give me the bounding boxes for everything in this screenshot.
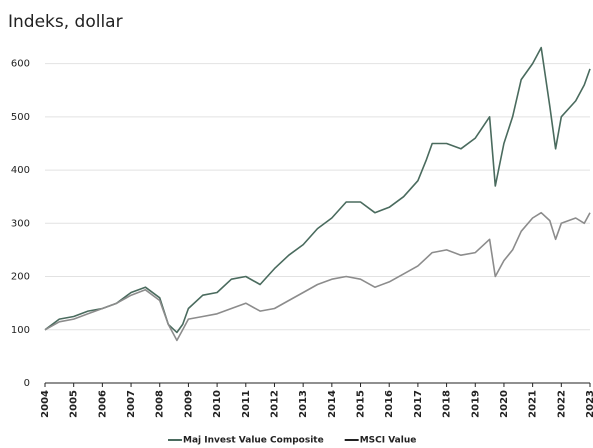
x-tick-label: 2007 <box>126 390 137 418</box>
x-tick-label: 2022 <box>556 390 567 418</box>
x-tick-label: 2008 <box>155 390 166 418</box>
x-tick-label: 2016 <box>384 390 395 418</box>
y-tick-label: 300 <box>11 218 30 229</box>
y-tick-label: 200 <box>11 272 30 283</box>
x-tick-label: 2009 <box>183 390 194 418</box>
x-tick-label: 2013 <box>298 390 309 418</box>
legend-label: MSCI Value <box>360 436 417 446</box>
legend-label: Maj Invest Value Composite <box>183 436 324 446</box>
x-tick-label: 2014 <box>327 390 338 418</box>
x-tick-label: 2021 <box>528 390 539 418</box>
x-tick-label: 2004 <box>40 390 51 418</box>
x-tick-label: 2018 <box>442 390 453 418</box>
y-tick-label: 500 <box>11 112 30 123</box>
x-tick-label: 2006 <box>97 390 108 418</box>
x-tick-label: 2019 <box>470 390 481 418</box>
y-tick-label: 600 <box>11 59 30 70</box>
x-tick-label: 2017 <box>413 390 424 418</box>
x-tick-label: 2015 <box>356 390 367 418</box>
x-tick-label: 2010 <box>212 390 223 418</box>
chart-title: Indeks, dollar <box>8 12 123 32</box>
x-tick-label: 2011 <box>241 390 252 418</box>
y-tick-label: 0 <box>24 378 30 389</box>
line-series <box>44 46 591 334</box>
x-tick-label: 2020 <box>499 390 510 418</box>
x-tick-label: 2012 <box>269 390 280 418</box>
y-tick-label: 100 <box>11 325 30 336</box>
x-tick-label: 2005 <box>69 390 80 418</box>
x-tick-label: 2023 <box>585 390 593 418</box>
line-series <box>44 211 591 342</box>
y-tick-label: 400 <box>11 165 30 176</box>
